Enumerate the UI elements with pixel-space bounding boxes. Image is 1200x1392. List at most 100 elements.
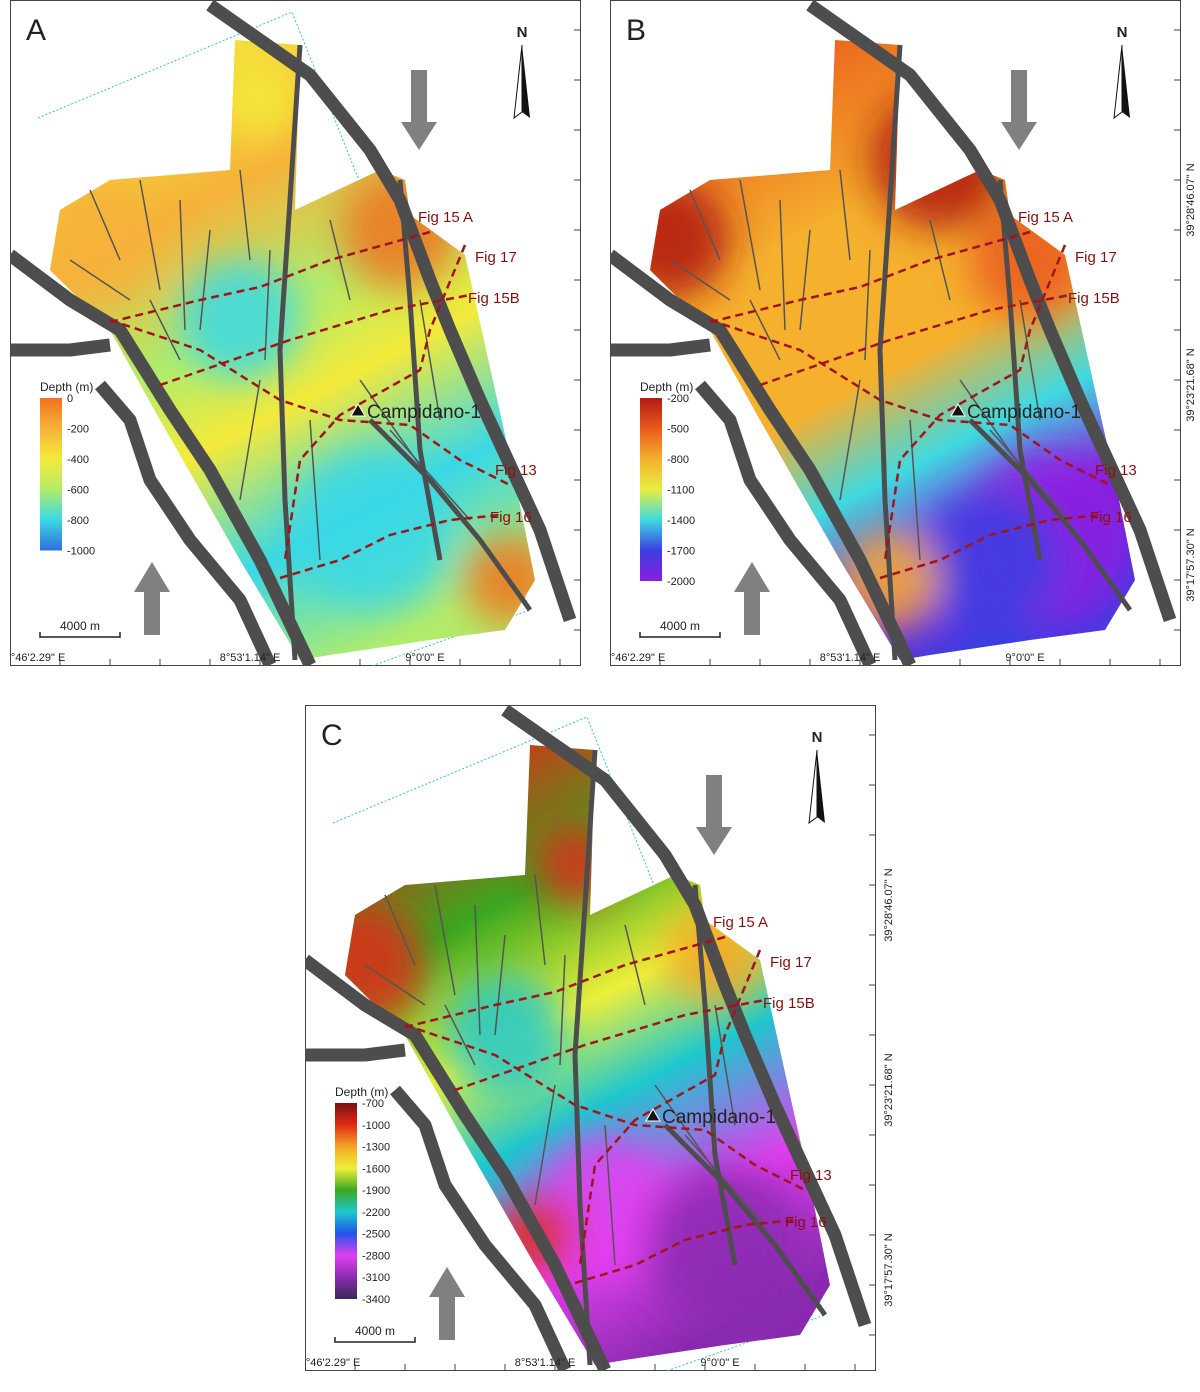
minor-fault — [669, 259, 731, 301]
panel-letter: B — [626, 14, 646, 47]
colorbar-tick-label: 0 — [67, 393, 73, 405]
colorbar-tick-label: -1300 — [362, 1142, 390, 1154]
colorbar-tick-label: -1400 — [667, 515, 695, 527]
colorbar-tick-label: -1700 — [667, 546, 695, 558]
section-line — [109, 318, 511, 487]
section-line — [404, 935, 726, 1029]
minor-fault — [419, 299, 441, 421]
well-marker-icon — [350, 403, 366, 417]
section-line — [109, 230, 431, 324]
minor-fault — [309, 419, 321, 561]
colorbar-tick-label: -200 — [667, 393, 689, 405]
scale-bar-label: 4000 m — [60, 619, 100, 633]
minor-fault — [714, 1004, 736, 1126]
minor-fault — [534, 874, 546, 966]
map-panel-c: Fig 15 A Fig 17 Fig 15B Fig 13 Fig 16 Campida… — [305, 705, 876, 1371]
section-line — [709, 318, 1111, 487]
colorbar-tick-label: -1000 — [67, 546, 95, 558]
minor-fault — [799, 229, 811, 331]
minor-fault — [534, 1084, 556, 1206]
colorbar-tick-label: -3100 — [362, 1272, 390, 1284]
north-arrow-icon — [817, 750, 825, 823]
north-label: N — [1117, 24, 1128, 41]
minor-fault — [604, 1124, 616, 1266]
section-label: Fig 16 — [785, 1214, 827, 1231]
y-axis-label: 39°28'46.07" N — [1185, 163, 1197, 236]
basin-fault — [877, 44, 903, 661]
panel-a: Fig 15 A Fig 17 Fig 15B Fig 13 Fig 16 Campida… — [10, 0, 582, 666]
x-axis-label: 8°46'2.29" E — [610, 652, 665, 664]
minor-fault — [89, 189, 121, 261]
minor-fault — [624, 924, 646, 1006]
section-label: Fig 16 — [490, 509, 532, 526]
section-label: Fig 13 — [495, 462, 537, 479]
map-panel-a: Fig 15 A Fig 17 Fig 15B Fig 13 Fig 16 Campida… — [10, 0, 581, 666]
colorbar-tick-label: -1100 — [667, 485, 694, 497]
minor-fault — [329, 219, 351, 301]
section-line — [279, 513, 501, 580]
section-line — [578, 949, 762, 1266]
minor-fault — [684, 1134, 766, 1226]
x-axis-label: 9°0'0" E — [405, 652, 444, 664]
section-label: Fig 16 — [1090, 509, 1132, 526]
x-axis-label: 8°46'2.29" E — [305, 1357, 360, 1369]
compression-arrow-up-icon — [734, 562, 770, 635]
x-axis-label: 9°0'0" E — [1005, 652, 1044, 664]
minor-fault — [69, 259, 131, 301]
major-fault — [95, 380, 276, 666]
compression-arrow-down-icon — [696, 775, 732, 855]
compression-arrow-up-icon — [134, 562, 170, 635]
well-label: Campidano-1 — [662, 1107, 776, 1128]
x-axis-label: 8°53'1.14" E — [820, 652, 881, 664]
panel-letter: A — [26, 14, 46, 47]
colorbar-tick-label: -2000 — [667, 576, 695, 588]
major-fault — [695, 380, 876, 666]
section-line — [709, 230, 1031, 324]
north-arrow-icon — [1122, 45, 1130, 118]
y-axis-label: 39°23'21.68" N — [883, 1053, 895, 1126]
scale-bar — [39, 632, 121, 638]
panel-letter: C — [321, 719, 343, 752]
major-fault — [501, 705, 872, 1328]
section-label: Fig 17 — [475, 249, 517, 266]
minor-fault — [909, 419, 921, 561]
minor-fault — [239, 169, 251, 261]
colorbar-title: Depth (m) — [335, 1085, 388, 1099]
colorbar-tick-label: -2500 — [362, 1229, 390, 1241]
minor-fault — [384, 894, 416, 966]
well-marker-icon — [950, 403, 966, 417]
minor-fault — [139, 179, 161, 291]
section-line — [283, 244, 467, 561]
y-axis-label: 39°23'21.68" N — [1185, 348, 1197, 421]
section-label: Fig 13 — [1095, 462, 1137, 479]
colorbar-tick-label: -1600 — [362, 1163, 390, 1175]
section-label: Fig 13 — [790, 1167, 832, 1184]
minor-fault — [239, 379, 261, 501]
minor-fault — [264, 249, 271, 361]
minor-fault — [434, 884, 456, 996]
colorbar-tick-label: -2800 — [362, 1250, 390, 1262]
minor-fault — [474, 904, 481, 1036]
major-fault — [390, 1085, 571, 1371]
colorbar-tick-label: -3400 — [362, 1294, 390, 1306]
major-fault — [806, 0, 1177, 623]
colorbar — [335, 1103, 357, 1299]
colorbar-tick-label: -800 — [667, 454, 689, 466]
minor-fault — [989, 429, 1071, 521]
colorbar-tick-label: -2200 — [362, 1207, 390, 1219]
north-arrow-icon — [522, 45, 530, 118]
minor-fault — [779, 199, 786, 331]
x-axis-label: 9°0'0" E — [700, 1357, 739, 1369]
section-label: Fig 15 A — [418, 209, 473, 226]
minor-fault — [864, 249, 871, 361]
minor-fault — [389, 429, 471, 521]
major-fault — [610, 338, 711, 357]
minor-fault — [739, 179, 761, 291]
well-label: Campidano-1 — [967, 402, 1081, 423]
y-axis-label: 39°17'57.30" N — [1185, 528, 1197, 601]
colorbar-tick-label: -600 — [67, 485, 89, 497]
major-fault — [10, 338, 111, 357]
colorbar-tick-label: -400 — [67, 454, 89, 466]
section-line — [879, 513, 1101, 580]
y-axis-labels-c: 39°28'46.07" N 39°23'21.68" N 39°17'57.30"… — [883, 868, 895, 1306]
